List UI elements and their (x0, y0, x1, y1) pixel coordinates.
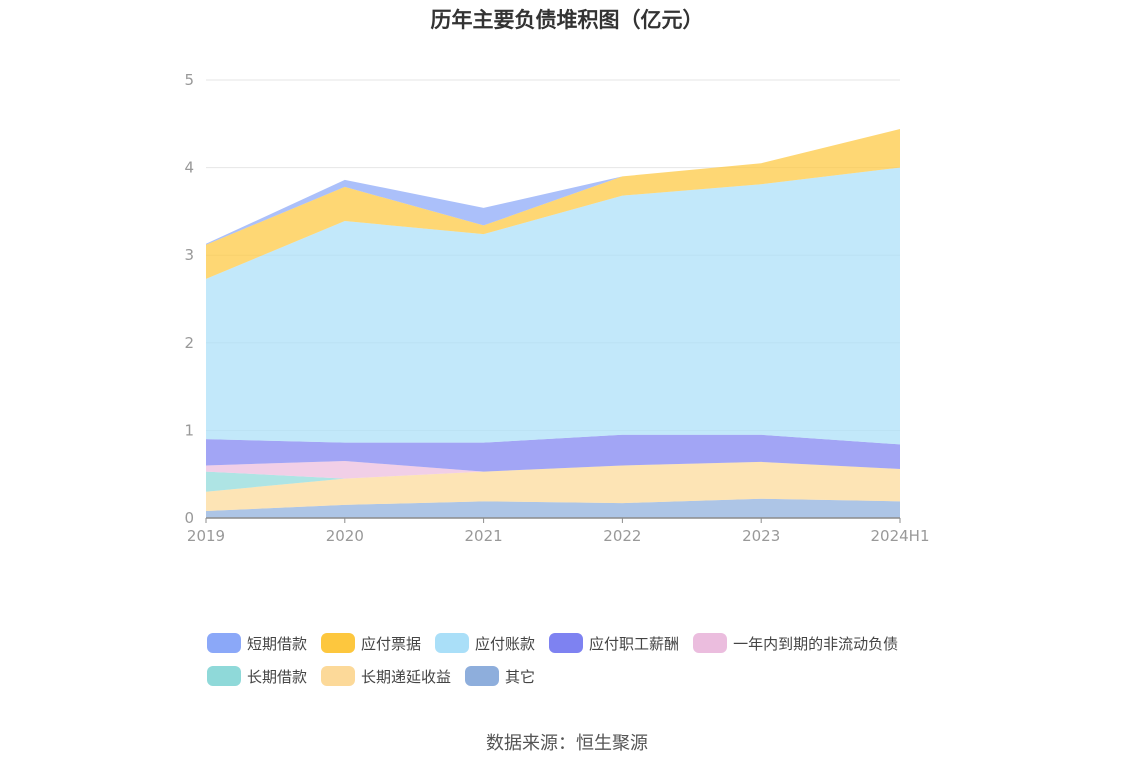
area-series-1[interactable] (206, 461, 900, 511)
y-tick-label: 3 (184, 246, 194, 264)
legend-swatch (207, 633, 241, 653)
legend-item[interactable]: 长期递延收益 (321, 665, 451, 687)
legend-item[interactable]: 一年内到期的非流动负债 (693, 632, 898, 654)
y-tick-label: 2 (184, 334, 194, 352)
legend-label: 应付职工薪酬 (589, 634, 680, 653)
legend-swatch (207, 666, 241, 686)
legend-swatch (549, 633, 584, 653)
area-series-0[interactable] (206, 498, 900, 518)
y-tick-label: 1 (184, 421, 194, 439)
x-tick-label: 2019 (187, 527, 225, 545)
y-tick-label: 4 (184, 159, 194, 177)
chart-title: 历年主要负债堆积图（亿元） (430, 8, 704, 32)
data-source: 数据来源：恒生聚源 (486, 733, 648, 754)
legend-swatch (435, 633, 470, 653)
legend: 短期借款 应付票据 应付账款 应付职工薪酬 一年内到期的非流动负债长期借款 长期递延收益 其… (207, 632, 967, 687)
legend-label: 一年内到期的非流动负债 (733, 634, 899, 653)
legend-label: 长期递延收益 (361, 667, 452, 686)
x-tick-label: 2022 (603, 527, 641, 545)
legend-item[interactable]: 其它 (465, 665, 535, 687)
x-tick-label: 2020 (326, 527, 364, 545)
legend-swatch (321, 633, 356, 653)
legend-swatch (321, 666, 356, 686)
legend-item[interactable]: 应付账款 (435, 632, 535, 654)
area-series (206, 129, 900, 518)
legend-item[interactable]: 短期借款 (207, 632, 307, 654)
area-series-5[interactable] (206, 167, 900, 445)
legend-label: 应付账款 (475, 634, 536, 653)
legend-label: 应付票据 (361, 634, 422, 653)
legend-label: 长期借款 (247, 667, 308, 686)
legend-item[interactable]: 应付票据 (321, 632, 421, 654)
area-series-6[interactable] (206, 129, 900, 279)
legend-item[interactable]: 长期借款 (207, 665, 307, 687)
x-tick-label: 2021 (465, 527, 503, 545)
axes: 0 1 2 3 4 5 2019 2020 2021 2022 2023 2024H1 (184, 71, 929, 545)
x-tick-label: 2024H1 (871, 527, 930, 545)
legend-swatch (465, 666, 500, 686)
area-series-4[interactable] (206, 434, 900, 472)
y-tick-label: 0 (184, 509, 194, 527)
legend-label: 其它 (505, 667, 536, 686)
legend-swatch (693, 633, 728, 653)
legend-item[interactable]: 应付职工薪酬 (549, 632, 679, 654)
legend-label: 短期借款 (247, 634, 308, 653)
area-series-3[interactable] (206, 461, 900, 479)
x-tick-label: 2023 (742, 527, 780, 545)
y-tick-label: 5 (184, 71, 194, 89)
